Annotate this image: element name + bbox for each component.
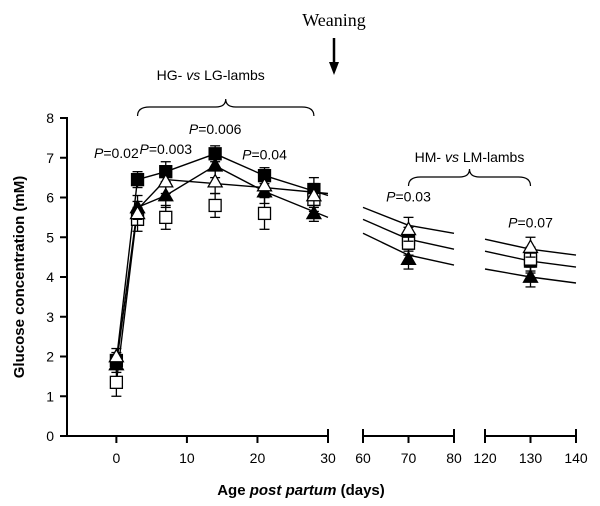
y-tick-label: 0	[46, 428, 54, 444]
open-square-marker	[208, 198, 222, 213]
x-tick-label: 130	[519, 450, 543, 466]
x-tick-label: 10	[179, 450, 195, 466]
open-triangle-marker	[400, 220, 417, 236]
y-tick-label: 8	[46, 110, 54, 126]
open-square-marker	[159, 210, 173, 225]
p-value: =0.02	[103, 145, 139, 161]
y-tick-label: 6	[46, 190, 54, 206]
group-label: HM- vs LM-lambs	[415, 149, 525, 165]
p-value: =0.003	[149, 141, 192, 157]
group-brace	[407, 168, 532, 187]
open-triangle-marker	[207, 173, 224, 188]
x-tick-label: 30	[320, 450, 336, 466]
y-tick-label: 7	[46, 150, 54, 166]
group-label-part: vs	[186, 67, 200, 83]
connecting-lines	[115, 153, 577, 383]
x-axis-title-part: Age	[217, 482, 250, 499]
x-tick-label: 70	[401, 450, 417, 466]
x-axis-title: Age post partum (days)	[217, 482, 385, 499]
group-label-part: vs	[445, 149, 459, 165]
p-value: =0.006	[198, 121, 241, 137]
group-label-part: HM-	[415, 149, 445, 165]
y-tick-label: 3	[46, 309, 54, 325]
y-tick-label: 4	[46, 269, 54, 285]
series-line	[115, 178, 329, 383]
p-value-label: P=0.07	[508, 214, 553, 230]
filled-square-marker	[130, 172, 145, 187]
p-symbol: P	[386, 188, 396, 204]
x-tick-label: 20	[250, 450, 266, 466]
data-markers	[108, 145, 539, 397]
p-symbol: P	[189, 121, 199, 137]
annotations: P=0.02 P=0.003P=0.006P=0.04P=0.03P=0.07HG…	[94, 10, 553, 230]
group-label-part: LM-lambs	[459, 149, 524, 165]
p-value-label: P=0.02	[94, 145, 139, 161]
x-tick-label: 0	[112, 450, 120, 466]
y-tick-label: 5	[46, 229, 54, 245]
p-value-label: P=0.04	[242, 147, 287, 163]
y-tick-label: 1	[46, 388, 54, 404]
x-tick-label: 80	[446, 450, 462, 466]
p-symbol: P	[94, 145, 104, 161]
open-triangle-marker	[256, 177, 273, 192]
filled-triangle-marker	[522, 268, 539, 283]
p-value-label: P=0.006	[189, 121, 242, 137]
open-triangle-marker	[157, 173, 174, 188]
open-square-marker	[109, 375, 124, 389]
filled-triangle-marker	[157, 187, 174, 202]
group-brace	[136, 98, 315, 117]
x-axis-title-part: (days)	[336, 482, 384, 499]
open-triangle-marker	[305, 187, 323, 202]
p-symbol: P	[139, 141, 149, 157]
p-symbol: P	[508, 214, 518, 230]
p-value: =0.04	[251, 147, 287, 163]
x-tick-label: 140	[564, 450, 588, 466]
group-label: HG- vs LG-lambs	[157, 67, 265, 83]
open-triangle-marker	[108, 348, 125, 363]
series-line	[115, 164, 329, 365]
open-triangle-marker	[129, 205, 146, 220]
group-label-part: LG-lambs	[200, 67, 265, 83]
filled-triangle-marker	[305, 205, 323, 220]
weaning-label: Weaning	[302, 10, 366, 30]
weaning-arrow-head	[329, 62, 339, 75]
p-value-label: P=0.03	[386, 188, 431, 204]
x-tick-label: 120	[473, 450, 497, 466]
p-symbol: P	[242, 147, 252, 163]
y-axis-title: Glucose concentration (mM)	[11, 176, 28, 379]
x-axis-title-part: post partum	[249, 482, 337, 499]
p-value-label: P=0.003	[139, 141, 192, 157]
filled-triangle-marker	[400, 250, 417, 266]
p-value: =0.03	[395, 188, 431, 204]
y-tick-label: 2	[46, 349, 54, 365]
x-tick-label: 60	[355, 450, 371, 466]
open-square-marker	[257, 206, 272, 221]
p-value: =0.07	[517, 214, 553, 230]
group-label-part: HG-	[157, 67, 187, 83]
open-triangle-marker	[522, 238, 539, 254]
